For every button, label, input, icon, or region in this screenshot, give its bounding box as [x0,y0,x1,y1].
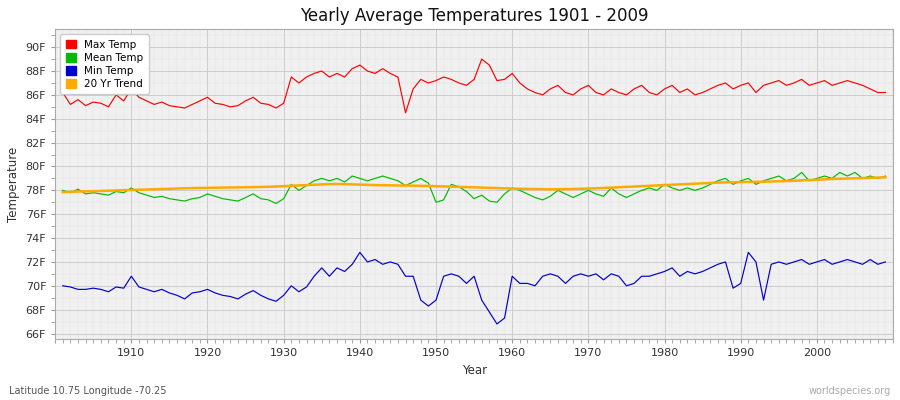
X-axis label: Year: Year [462,364,487,377]
Legend: Max Temp, Mean Temp, Min Temp, 20 Yr Trend: Max Temp, Mean Temp, Min Temp, 20 Yr Tre… [60,34,148,94]
Text: Latitude 10.75 Longitude -70.25: Latitude 10.75 Longitude -70.25 [9,386,166,396]
Y-axis label: Temperature: Temperature [7,147,20,222]
Text: worldspecies.org: worldspecies.org [809,386,891,396]
Title: Yearly Average Temperatures 1901 - 2009: Yearly Average Temperatures 1901 - 2009 [300,7,648,25]
